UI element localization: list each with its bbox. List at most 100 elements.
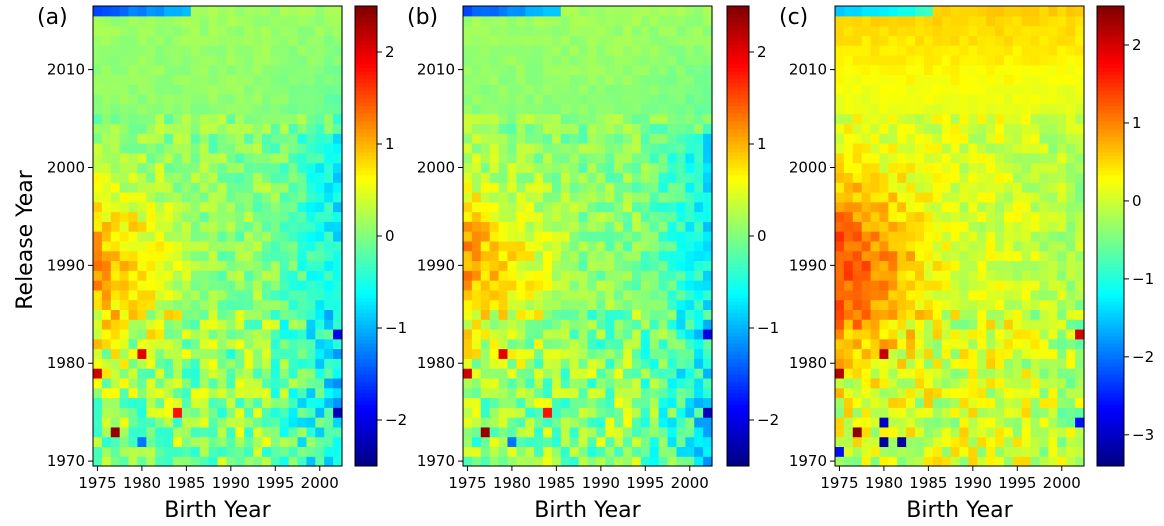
heatmap-cell [897, 231, 906, 241]
heatmap-cell [915, 358, 924, 368]
heatmap-cell [579, 378, 588, 388]
heatmap-cell [924, 35, 933, 45]
heatmap-cell [499, 26, 508, 36]
heatmap-cell [111, 133, 120, 143]
heatmap-cell [844, 26, 853, 36]
heatmap-cell [102, 94, 111, 104]
heatmap-cell [463, 309, 472, 319]
heatmap-cell [552, 358, 561, 368]
heatmap-cell [605, 349, 614, 359]
heatmap-cell [146, 368, 155, 378]
heatmap-cell [623, 349, 632, 359]
heatmap-cell [534, 55, 543, 65]
heatmap-cell [561, 446, 570, 456]
colorbar-segment [1097, 144, 1124, 148]
heatmap-cell [235, 417, 244, 427]
heatmap-cell [298, 300, 307, 310]
heatmap-cell [968, 280, 977, 290]
heatmap-cell [209, 104, 218, 114]
heatmap-cell [463, 358, 472, 368]
heatmap-cell [525, 26, 534, 36]
heatmap-cell [271, 192, 280, 202]
heatmap-cell [102, 75, 111, 85]
heatmap-cell [685, 221, 694, 231]
colorbar-segment [355, 274, 377, 278]
heatmap-cell [262, 339, 271, 349]
heatmap-cell [102, 280, 111, 290]
heatmap-cell [298, 16, 307, 26]
colorbar-segment [1097, 37, 1124, 41]
heatmap-cell [226, 368, 235, 378]
heatmap-cell [490, 192, 499, 202]
heatmap-cell [942, 241, 951, 251]
heatmap-cell [262, 427, 271, 437]
heatmap-cell [155, 358, 164, 368]
heatmap-cell [1004, 319, 1013, 329]
heatmap-cell [668, 16, 677, 26]
heatmap-cell [676, 388, 685, 398]
heatmap-cell [306, 153, 315, 163]
heatmap-cell [844, 65, 853, 75]
heatmap-cell [614, 55, 623, 65]
heatmap-cell [605, 231, 614, 241]
heatmap-cell [182, 397, 191, 407]
heatmap-cell [235, 114, 244, 124]
heatmap-cell [853, 104, 862, 114]
heatmap-cell [1066, 339, 1075, 349]
heatmap-cell [262, 75, 271, 85]
heatmap-cell [1031, 378, 1040, 388]
heatmap-cell [289, 65, 298, 75]
heatmap-cell [570, 231, 579, 241]
heatmap-cell [298, 123, 307, 133]
heatmap-cell [596, 251, 605, 261]
heatmap-cell [968, 192, 977, 202]
heatmap-cell [942, 407, 951, 417]
heatmap-cell [986, 192, 995, 202]
heatmap-cell [182, 16, 191, 26]
heatmap-cell [960, 6, 969, 16]
heatmap-cell [315, 104, 324, 114]
heatmap-cell [605, 407, 614, 417]
heatmap-cell [879, 133, 888, 143]
heatmap-cell [588, 114, 597, 124]
heatmap-cell [137, 84, 146, 94]
heatmap-cell [155, 65, 164, 75]
heatmap-cell [209, 114, 218, 124]
heatmap-cell [676, 339, 685, 349]
heatmap-cell [93, 202, 102, 212]
colorbar-segment [1097, 317, 1124, 321]
heatmap-cell [1040, 339, 1049, 349]
colorbar-segment [355, 424, 377, 428]
heatmap-cell [173, 251, 182, 261]
heatmap-cell [1075, 123, 1084, 133]
heatmap-cell [191, 143, 200, 153]
heatmap-cell [173, 417, 182, 427]
heatmap-cell [942, 35, 951, 45]
heatmap-cell [623, 172, 632, 182]
heatmap-cell [120, 290, 129, 300]
heatmap-cell [879, 231, 888, 241]
heatmap-cell [507, 192, 516, 202]
heatmap-cell [543, 309, 552, 319]
heatmap-cell [137, 300, 146, 310]
heatmap-cell [146, 65, 155, 75]
heatmap-cell [200, 437, 209, 447]
heatmap-cell [1022, 339, 1031, 349]
x-tick-label: 1975 [448, 474, 486, 492]
heatmap-cell [129, 231, 138, 241]
colorbar-segment [727, 405, 749, 409]
heatmap-cell [942, 212, 951, 222]
heatmap-cell [146, 94, 155, 104]
heatmap-cell [490, 349, 499, 359]
heatmap-cell [623, 241, 632, 251]
colorbar-segment [1097, 405, 1124, 409]
heatmap-cell [226, 339, 235, 349]
heatmap-cell [218, 417, 227, 427]
colorbar-segment [355, 140, 377, 144]
heatmap-cell [481, 75, 490, 85]
heatmap-cell [111, 123, 120, 133]
heatmap-cell [490, 329, 499, 339]
heatmap-cell [933, 172, 942, 182]
colorbar-segment [727, 251, 749, 255]
heatmap-cell [507, 35, 516, 45]
